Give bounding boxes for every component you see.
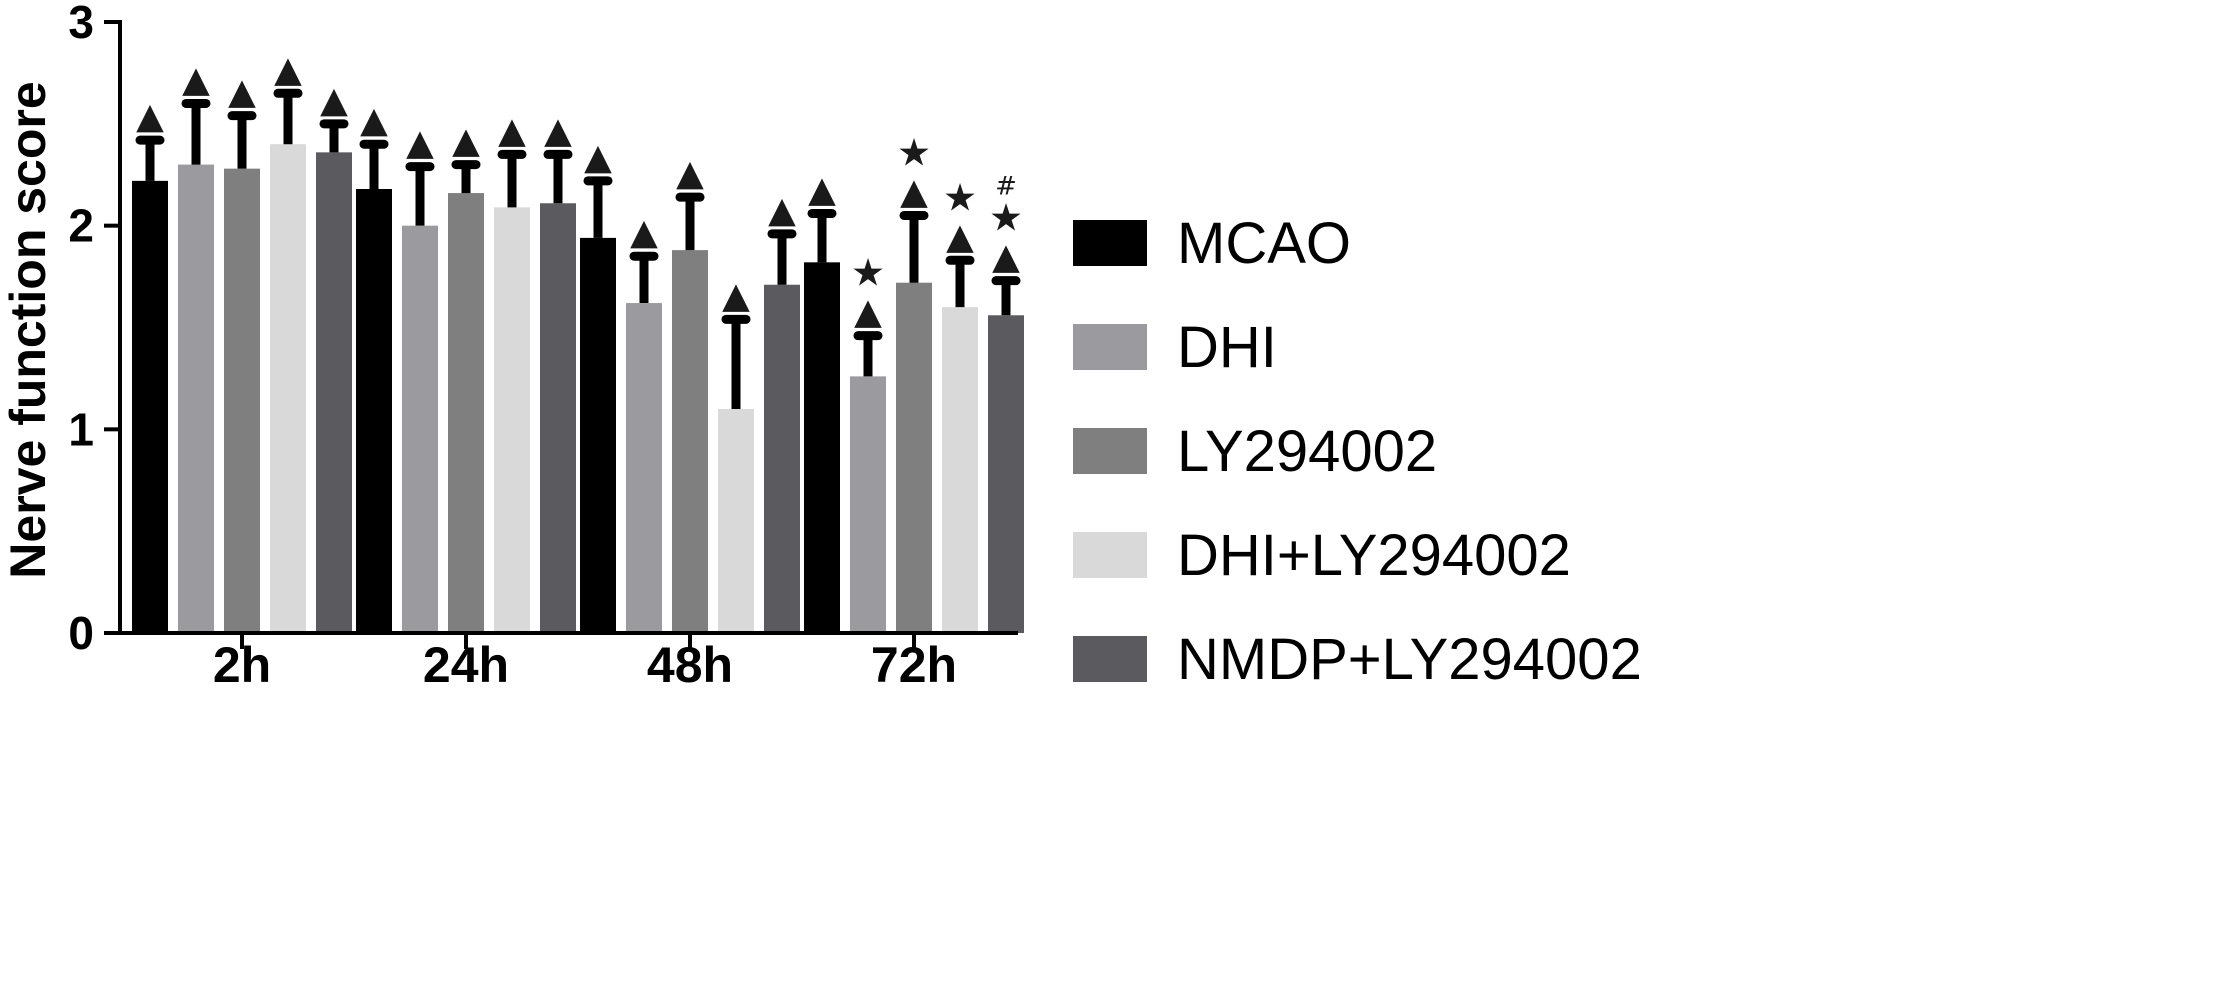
legend-swatch	[1073, 532, 1147, 578]
legend-label: NMDP+LY294002	[1177, 627, 1642, 692]
bar	[540, 203, 576, 633]
triangle-marker: ▲	[182, 59, 210, 100]
star-marker: ★	[943, 175, 977, 219]
bar	[988, 315, 1024, 633]
axes-layer	[104, 20, 1018, 649]
y-tick-label: 1	[68, 403, 94, 455]
bar	[356, 189, 392, 634]
triangle-marker: ▲	[544, 110, 572, 151]
error-bars-layer	[135, 88, 1021, 409]
hash-marker: #	[995, 172, 1017, 202]
triangle-marker: ▲	[320, 80, 348, 121]
triangle-marker: ▲	[854, 292, 882, 333]
legend-label: LY294002	[1177, 419, 1437, 484]
bar	[580, 237, 616, 634]
triangle-marker: ▲	[768, 190, 796, 231]
triangle-marker: ▲	[808, 169, 836, 210]
triangle-marker: ▲	[406, 123, 434, 164]
bar	[224, 168, 260, 633]
triangle-marker: ▲	[992, 237, 1020, 278]
star-marker: ★	[897, 130, 931, 174]
triangle-marker: ▲	[900, 171, 928, 212]
significance-markers-layer: ▲▲ ▲▲▲ ▲▲ ▲ ▲ ▲▲▲▲▲▲ ▲▲★▲★▲★▲★#	[136, 49, 1023, 332]
bar	[626, 303, 662, 633]
bar	[804, 262, 840, 633]
y-tick-label: 0	[68, 607, 94, 659]
x-tick-label: 72h	[871, 637, 957, 693]
bar	[448, 193, 484, 633]
bar	[850, 376, 886, 633]
bar	[270, 144, 306, 633]
triangle-marker: ▲	[584, 137, 612, 178]
legend-swatch	[1073, 428, 1147, 474]
x-tick-label: 24h	[423, 637, 509, 693]
labels-layer: Nerve function score 2h 24h 48h 72h 0 1 2 3	[0, 0, 957, 693]
triangle-marker: ▲	[946, 216, 974, 257]
triangle-marker: ▲	[274, 49, 302, 90]
legend-label: DHI+LY294002	[1177, 523, 1571, 588]
legend-label: MCAO	[1177, 211, 1351, 276]
legend-swatch	[1073, 636, 1147, 682]
star-marker: ★	[989, 196, 1023, 240]
bar	[764, 284, 800, 633]
triangle-marker: ▲	[228, 72, 256, 113]
bar	[178, 164, 214, 634]
triangle-marker: ▲	[360, 100, 388, 141]
legend-swatch	[1073, 324, 1147, 370]
bar	[402, 225, 438, 633]
bar	[896, 282, 932, 633]
triangle-marker: ▲	[722, 275, 750, 316]
triangle-marker: ▲	[452, 121, 480, 162]
legend-swatch	[1073, 220, 1147, 266]
triangle-marker: ▲	[630, 212, 658, 253]
legend: MCAO DHI LY294002 DHI+LY294002 NMDP+LY294002	[1073, 211, 1642, 692]
x-tick-label: 2h	[213, 637, 271, 693]
y-tick-label: 2	[68, 200, 94, 252]
triangle-marker: ▲	[136, 96, 164, 137]
y-axis-title: Nerve function score	[0, 81, 56, 578]
bar	[718, 408, 754, 633]
x-tick-label: 48h	[647, 637, 733, 693]
y-tick-label: 3	[68, 0, 94, 48]
bar	[942, 307, 978, 633]
bars-layer	[132, 144, 1024, 634]
star-marker: ★	[851, 251, 885, 295]
triangle-marker: ▲	[676, 153, 704, 194]
bar	[132, 180, 168, 634]
bar	[672, 250, 708, 633]
bar	[494, 207, 530, 633]
bar	[316, 152, 352, 633]
legend-label: DHI	[1177, 315, 1277, 380]
triangle-marker: ▲	[498, 110, 526, 151]
